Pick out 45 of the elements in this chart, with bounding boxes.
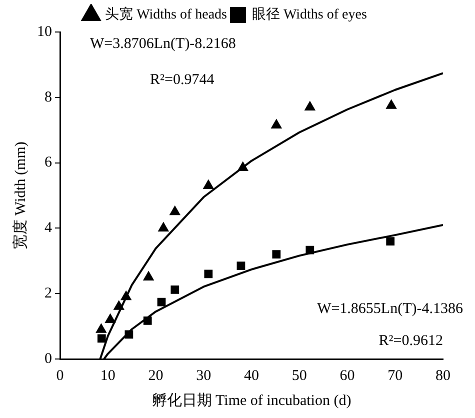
point (236, 262, 246, 270)
point (143, 316, 152, 325)
point (170, 285, 180, 294)
x-axis-title: 孵化日期 Time of incubation (d) (152, 392, 352, 409)
annotation: R²=0.9744 (150, 72, 215, 88)
x-tick-label: 80 (436, 368, 450, 384)
annotation: W=1.8655Ln(T)-4.1386 (317, 300, 464, 317)
point (114, 301, 124, 310)
point (157, 298, 166, 306)
point (238, 162, 248, 171)
y-tick-label: 4 (44, 220, 52, 236)
x-tick-label: 40 (244, 368, 259, 384)
point (386, 237, 395, 246)
point (124, 330, 134, 339)
point (144, 272, 154, 280)
y-tick-label: 8 (44, 89, 52, 106)
x-tick-label: 70 (388, 368, 403, 384)
point (272, 120, 282, 128)
point (204, 270, 213, 278)
point (121, 291, 131, 300)
point (204, 180, 214, 189)
x-tick-label: 10 (100, 368, 116, 384)
x-tick-label: 0 (56, 368, 64, 384)
point (96, 324, 106, 333)
y-tick-label: 2 (44, 286, 52, 302)
x-tick-label: 50 (292, 368, 307, 384)
point (158, 222, 168, 232)
point (170, 206, 180, 216)
y-tick-label: 0 (44, 350, 52, 367)
legend-label: 头宽 Widths of heads (105, 6, 228, 23)
point (306, 246, 314, 254)
point (305, 102, 315, 110)
point (386, 100, 396, 109)
x-tick-label: 20 (148, 368, 164, 384)
annotation: W=3.8706Ln(T)-8.2168 (90, 36, 236, 52)
annotation: R²=0.9612 (378, 332, 443, 349)
y-axis-title: 宽度 Width (mm) (12, 142, 29, 250)
point (97, 334, 106, 343)
point (272, 250, 281, 259)
x-tick-label: 30 (196, 368, 212, 384)
y-tick-label: 10 (37, 24, 52, 40)
x-tick-label: 60 (340, 368, 355, 384)
point (105, 314, 116, 324)
legend-label: 眼径 Widths of eyes (252, 6, 367, 23)
y-tick-label: 6 (44, 154, 52, 171)
